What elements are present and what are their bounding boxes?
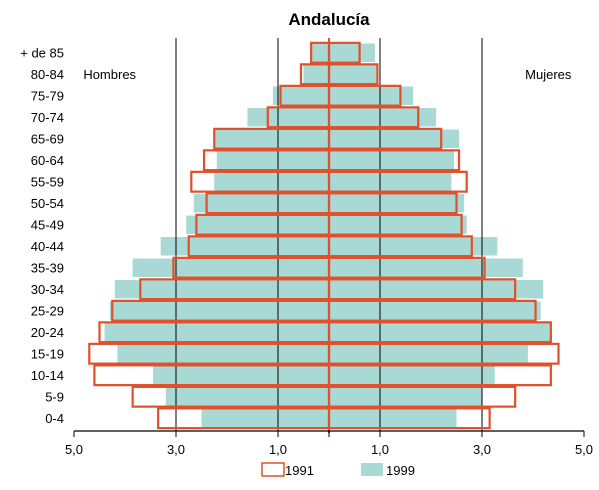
legend-swatch-1999: [361, 463, 383, 476]
legend-label-1991: 1991: [285, 463, 314, 478]
category-label: + de 85: [20, 45, 64, 60]
bar-1999-women: [329, 172, 452, 191]
legend-label-1999: 1999: [386, 463, 415, 478]
bar-1999-women: [329, 86, 414, 105]
category-label: 55-59: [31, 174, 64, 189]
bar-1999-men: [193, 194, 329, 213]
category-label: 35-39: [31, 260, 64, 275]
category-label: 75-79: [31, 88, 64, 103]
category-label: 5-9: [45, 389, 64, 404]
bar-1999-men: [117, 344, 329, 363]
bar-1999-men: [303, 65, 329, 84]
bar-1999-men: [216, 151, 329, 170]
category-label: 70-74: [31, 110, 64, 125]
bar-1999-women: [329, 43, 375, 62]
bar-1999-women: [329, 237, 498, 256]
bar-1999-men: [186, 215, 329, 234]
bar-1999-women: [329, 301, 541, 320]
bar-1999-men: [214, 172, 329, 191]
bar-1999-men: [114, 280, 329, 299]
bar-1999-women: [329, 344, 528, 363]
bar-1999-men: [247, 108, 329, 127]
bar-1999-men: [165, 387, 329, 406]
category-label: 65-69: [31, 131, 64, 146]
bar-1999-women: [329, 280, 544, 299]
bar-1999-men: [214, 129, 329, 148]
category-label: 10-14: [31, 368, 64, 383]
bar-1999-men: [104, 323, 329, 342]
category-label: 50-54: [31, 196, 64, 211]
bar-1999-women: [329, 108, 437, 127]
category-label: 60-64: [31, 153, 64, 168]
x-tick-label: 1,0: [371, 442, 389, 457]
category-label: 30-34: [31, 282, 64, 297]
bar-1999-women: [329, 194, 465, 213]
category-label: 80-84: [31, 67, 64, 82]
mujeres-label: Mujeres: [525, 67, 572, 82]
category-label: 15-19: [31, 346, 64, 361]
bar-1999-women: [329, 387, 482, 406]
category-label: 45-49: [31, 217, 64, 232]
bar-1999-women: [329, 129, 460, 148]
bar-1999-women: [329, 366, 495, 385]
category-label: 0-4: [45, 411, 64, 426]
bar-1999-women: [329, 323, 551, 342]
x-tick-label: 5,0: [65, 442, 83, 457]
bar-1999-men: [153, 366, 329, 385]
bar-1999-women: [329, 151, 454, 170]
bar-1999-women: [329, 65, 378, 84]
x-tick-label: 3,0: [167, 442, 185, 457]
category-label: 40-44: [31, 239, 64, 254]
category-label: 20-24: [31, 325, 64, 340]
hombres-label: Hombres: [83, 67, 136, 82]
x-tick-label: 3,0: [473, 442, 491, 457]
x-tick-label: 1,0: [269, 442, 287, 457]
bar-1999-men: [311, 43, 329, 62]
bar-1999-men: [201, 409, 329, 428]
chart-title: Andalucía: [288, 10, 370, 29]
bar-1999-men: [160, 237, 329, 256]
category-label: 25-29: [31, 303, 64, 318]
x-tick-label: 5,0: [575, 442, 593, 457]
bar-1999-men: [109, 301, 329, 320]
bar-1999-men: [272, 86, 329, 105]
bar-1999-women: [329, 409, 457, 428]
bar-1999-women: [329, 258, 523, 277]
bar-1999-men: [132, 258, 329, 277]
legend-swatch-1991: [261, 462, 285, 477]
bar-1999-women: [329, 215, 467, 234]
